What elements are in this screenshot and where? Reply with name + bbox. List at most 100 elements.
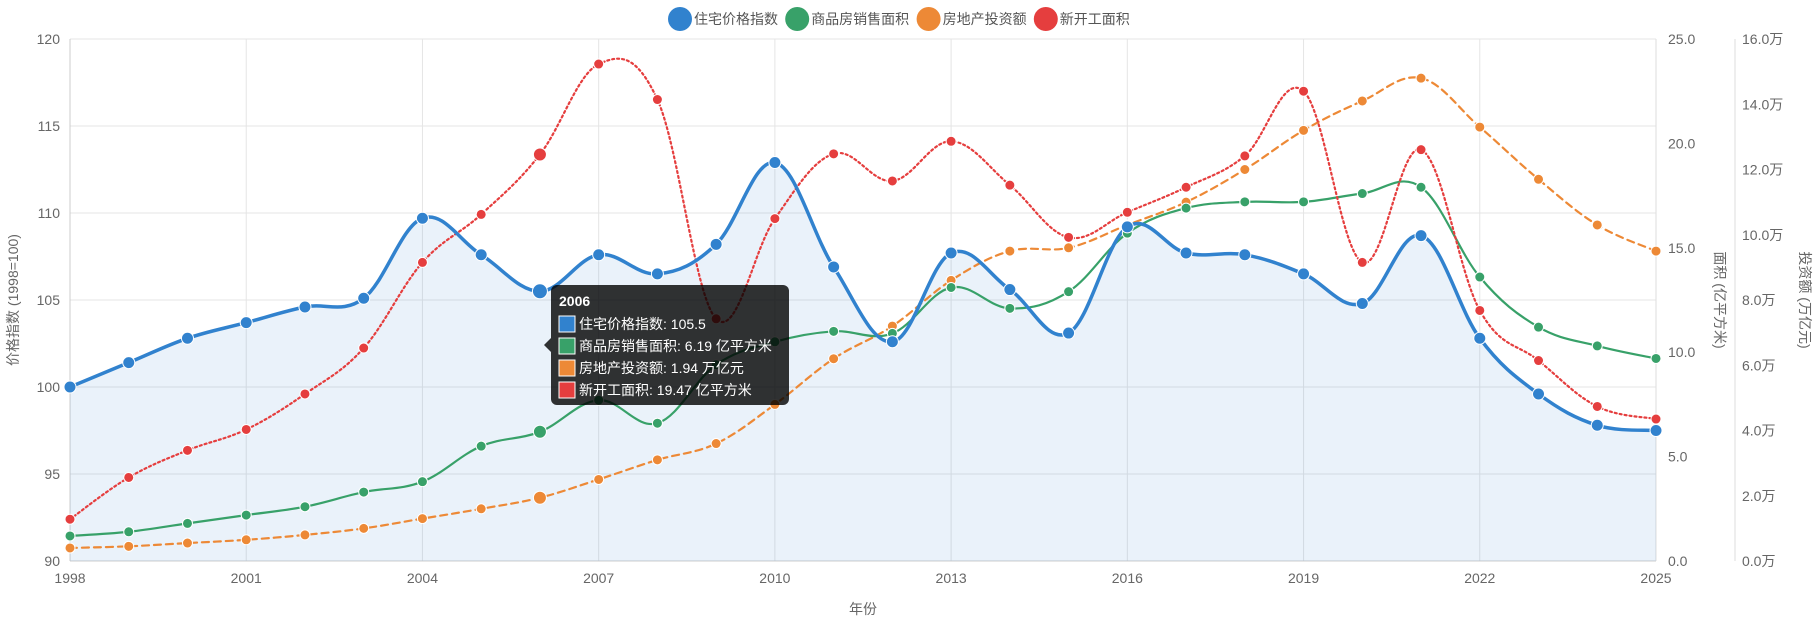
price-index-point[interactable]	[885, 335, 899, 349]
investment-point[interactable]	[1063, 242, 1075, 254]
investment-point[interactable]	[358, 522, 370, 534]
investment-point[interactable]	[1298, 124, 1310, 136]
price-index-point[interactable]	[1238, 248, 1252, 262]
new-construction-point[interactable]	[475, 208, 487, 220]
price-index-point[interactable]	[1532, 387, 1546, 401]
new-construction-point[interactable]	[1356, 256, 1368, 268]
sales-area-point[interactable]	[181, 517, 193, 529]
sales-area-point[interactable]	[1298, 196, 1310, 208]
investment-point[interactable]	[1239, 164, 1251, 175]
new-construction-point[interactable]	[593, 58, 605, 70]
sales-area-point[interactable]	[1474, 271, 1486, 283]
sales-area-point[interactable]	[358, 486, 370, 498]
investment-point[interactable]	[1533, 173, 1545, 185]
investment-point[interactable]	[1591, 219, 1603, 231]
new-construction-point[interactable]	[416, 256, 428, 268]
investment-point[interactable]	[416, 513, 428, 525]
investment-point[interactable]	[299, 529, 311, 541]
price-index-point[interactable]	[1355, 296, 1369, 310]
price-index-point[interactable]	[709, 237, 723, 251]
price-index-point[interactable]	[298, 300, 312, 314]
new-construction-point[interactable]	[1415, 144, 1427, 156]
price-index-point[interactable]	[827, 260, 841, 274]
price-index-point[interactable]	[122, 356, 136, 370]
new-construction-point[interactable]	[1650, 413, 1662, 425]
price-index-point[interactable]	[650, 267, 664, 281]
investment-point[interactable]	[1650, 245, 1662, 257]
investment-point[interactable]	[240, 534, 252, 546]
sales-area-point[interactable]	[123, 526, 135, 538]
investment-point[interactable]	[1474, 121, 1486, 133]
price-index-point[interactable]	[1590, 418, 1604, 432]
new-construction-point[interactable]	[651, 94, 663, 106]
new-construction-point[interactable]	[532, 147, 547, 162]
investment-point[interactable]	[1415, 72, 1427, 84]
new-construction-point[interactable]	[358, 342, 370, 354]
price-index-point[interactable]	[63, 380, 77, 394]
sales-area-point[interactable]	[416, 476, 428, 488]
sales-area-point[interactable]	[1650, 352, 1662, 364]
sales-area-point[interactable]	[1356, 188, 1368, 200]
new-construction-point[interactable]	[1533, 355, 1545, 367]
price-index-point[interactable]	[1297, 267, 1311, 281]
sales-area-point[interactable]	[1004, 302, 1016, 314]
new-construction-point[interactable]	[1004, 179, 1016, 191]
price-index-point[interactable]	[1120, 220, 1134, 234]
sales-area-point[interactable]	[1533, 321, 1545, 333]
sales-area-point[interactable]	[475, 440, 487, 452]
sales-area-point[interactable]	[240, 509, 252, 521]
price-index-point[interactable]	[1649, 424, 1663, 437]
sales-area-point[interactable]	[651, 417, 663, 429]
investment-point[interactable]	[1356, 95, 1368, 107]
new-construction-point[interactable]	[1591, 400, 1603, 412]
new-construction-point[interactable]	[769, 213, 781, 225]
price-index-point[interactable]	[531, 283, 548, 300]
new-construction-point[interactable]	[1474, 304, 1486, 316]
legend-marker[interactable]	[1033, 7, 1058, 31]
price-index-point[interactable]	[180, 331, 194, 345]
price-index-point[interactable]	[357, 291, 371, 305]
new-construction-point[interactable]	[1180, 181, 1192, 193]
price-index-point[interactable]	[592, 248, 606, 262]
sales-area-point[interactable]	[1239, 196, 1251, 208]
investment-point[interactable]	[123, 540, 135, 552]
investment-point[interactable]	[710, 438, 722, 450]
sales-area-point[interactable]	[64, 530, 76, 542]
investment-point[interactable]	[64, 542, 76, 554]
investment-point[interactable]	[532, 490, 547, 505]
investment-point[interactable]	[181, 537, 193, 549]
investment-point[interactable]	[1004, 245, 1016, 257]
legend-marker[interactable]	[668, 7, 692, 31]
new-construction-point[interactable]	[181, 444, 193, 456]
new-construction-point[interactable]	[64, 513, 76, 525]
new-construction-point[interactable]	[886, 175, 898, 187]
sales-area-point[interactable]	[532, 424, 547, 439]
investment-point[interactable]	[828, 353, 840, 365]
new-construction-point[interactable]	[1298, 85, 1310, 97]
price-index-point[interactable]	[415, 211, 429, 225]
price-index-point[interactable]	[1062, 326, 1076, 340]
sales-area-point[interactable]	[1063, 286, 1075, 298]
price-index-point[interactable]	[1414, 229, 1428, 243]
sales-area-point[interactable]	[945, 281, 957, 293]
new-construction-point[interactable]	[123, 471, 135, 483]
legend-marker[interactable]	[785, 7, 810, 31]
price-index-point[interactable]	[1473, 331, 1487, 345]
sales-area-point[interactable]	[1415, 181, 1427, 193]
investment-point[interactable]	[593, 473, 605, 485]
new-construction-point[interactable]	[828, 148, 840, 160]
sales-area-point[interactable]	[828, 325, 840, 337]
sales-area-point[interactable]	[1591, 340, 1603, 352]
new-construction-point[interactable]	[1121, 206, 1133, 218]
price-index-point[interactable]	[1179, 246, 1193, 260]
price-index-point[interactable]	[1003, 283, 1017, 297]
legend-marker[interactable]	[916, 7, 941, 31]
new-construction-point[interactable]	[1239, 150, 1251, 162]
sales-area-point[interactable]	[299, 501, 311, 513]
price-index-point[interactable]	[239, 316, 253, 330]
new-construction-point[interactable]	[240, 423, 252, 435]
price-index-point[interactable]	[944, 246, 958, 260]
new-construction-point[interactable]	[945, 135, 957, 147]
new-construction-point[interactable]	[1063, 231, 1075, 243]
new-construction-point[interactable]	[299, 388, 311, 400]
